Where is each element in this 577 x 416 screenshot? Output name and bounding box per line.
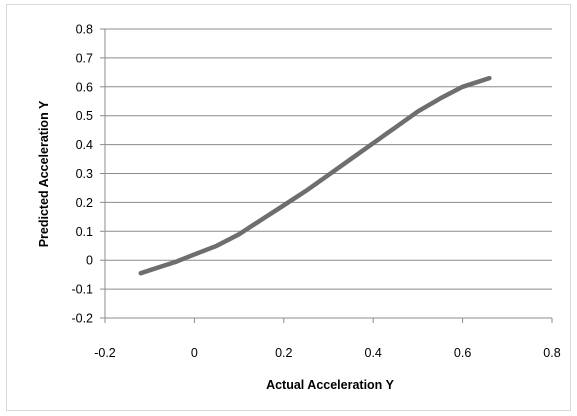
y-tick-label: 0.3: [76, 167, 93, 181]
x-tick-label: -0.2: [94, 346, 116, 360]
x-tick-label: 0.8: [543, 346, 560, 360]
y-tick-labels: 0.8 0.7 0.6 0.5 0.4 0.3 0.2 0.1 0 -0.1 -0.2: [71, 23, 93, 326]
y-tick-label: 0.5: [76, 109, 93, 123]
x-tick-labels: -0.2 0 0.2 0.4 0.6 0.8: [94, 346, 561, 360]
y-tick-label: -0.1: [71, 283, 93, 297]
y-axis-title: Predicted Acceleration Y: [37, 100, 51, 247]
y-tick-label: 0: [86, 254, 93, 268]
y-tick-label: 0.2: [76, 196, 93, 210]
x-tick-label: 0.2: [275, 346, 292, 360]
x-axis-title: Actual Acceleration Y: [266, 378, 394, 392]
series-lines: [138, 75, 492, 276]
chart-frame: [6, 4, 571, 411]
x-tick-label: 0.4: [365, 346, 382, 360]
axes: [100, 28, 553, 323]
y-tick-label: 0.7: [76, 51, 93, 65]
y-tick-label: 0.6: [76, 80, 93, 94]
y-tick-label: 0.1: [76, 225, 93, 239]
y-tick-label: -0.2: [71, 312, 93, 326]
y-tick-label: 0.4: [76, 138, 93, 152]
x-tick-label: 0: [191, 346, 198, 360]
x-tick-label: 0.6: [454, 346, 471, 360]
y-tick-label: 0.8: [76, 23, 93, 37]
series-line: [138, 75, 492, 276]
